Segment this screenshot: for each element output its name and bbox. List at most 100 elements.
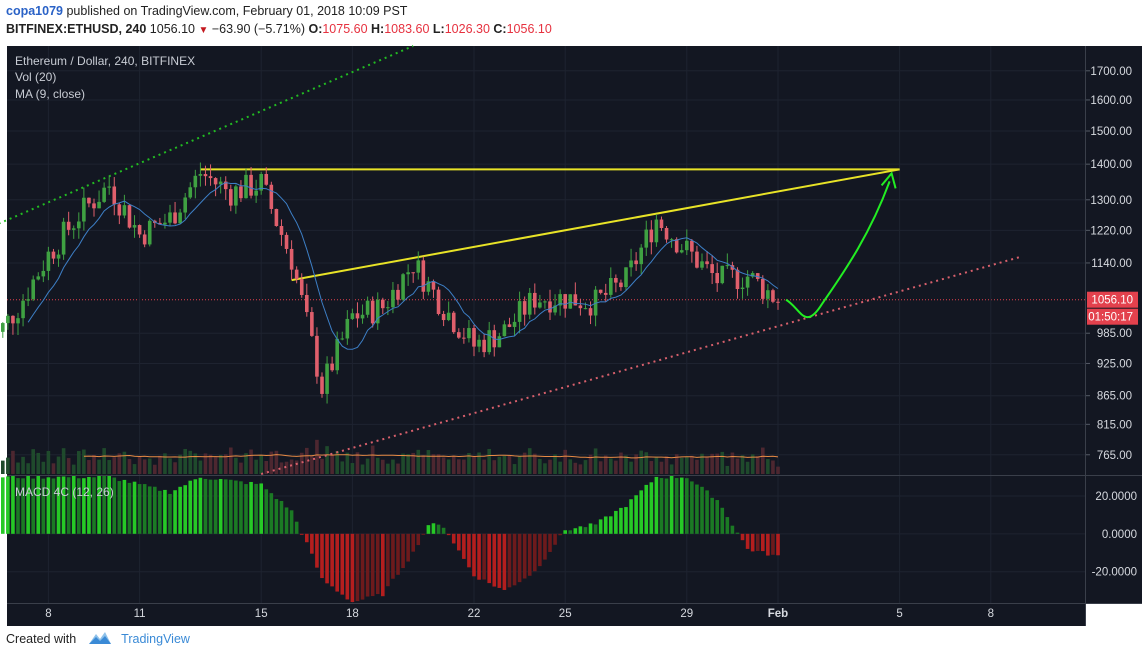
volume-bar (659, 461, 664, 474)
candle-body (451, 312, 456, 333)
volume-bar (431, 454, 436, 474)
macd-bar (679, 477, 684, 534)
volume-bar (644, 452, 649, 474)
candle-body (223, 181, 228, 190)
author-link[interactable]: copa1079 (6, 4, 63, 18)
volume-bar (153, 464, 157, 474)
ohlc-header: BITFINEX:ETHUSD, 240 1056.10 ▼ −63.90 (−… (6, 22, 552, 36)
candle-body (193, 175, 198, 188)
volume-bar (1, 460, 5, 474)
candle-body (421, 260, 426, 292)
candle-body (77, 221, 81, 229)
macd-bar (700, 486, 704, 534)
candle-body (102, 187, 106, 202)
macd-bar (370, 533, 375, 597)
macd-bar (213, 479, 218, 534)
volume-bar (502, 455, 507, 474)
volume-bar (188, 450, 193, 474)
macd-bar (740, 533, 745, 541)
time-tick-label: 11 (134, 608, 146, 620)
published-text: published on TradingView.com, February 0… (66, 4, 408, 18)
candle-body (720, 265, 725, 284)
time-tick-label: 8 (45, 608, 51, 620)
candle-body (147, 220, 152, 245)
macd-bar (487, 533, 491, 584)
price-tick-label: 985.00 (1097, 328, 1132, 340)
macd-bar (649, 482, 654, 534)
macd-bar (284, 507, 289, 534)
macd-bar (695, 484, 699, 534)
macd-bar (674, 478, 679, 534)
macd-bar (766, 533, 770, 556)
volume-bar (457, 459, 461, 474)
volume-bar (745, 461, 750, 474)
candle-body (274, 208, 279, 227)
macd-bar (543, 533, 547, 560)
macd-bar (538, 533, 542, 567)
price-tick-label: 1140.00 (1091, 258, 1132, 270)
macd-bar (436, 524, 441, 534)
macd-bar (457, 533, 461, 551)
volume-bar (61, 448, 66, 474)
created-with-text: Created with (6, 631, 77, 646)
candle-body (178, 212, 182, 224)
footer: Created with TradingView (6, 631, 190, 648)
candle-body (406, 272, 410, 275)
macd-bar (593, 524, 598, 534)
candle-body (350, 313, 355, 319)
candle-body (289, 248, 294, 270)
candle-body (279, 226, 284, 235)
candle-body (158, 222, 162, 225)
volume-bar (603, 455, 608, 474)
volume-bars (1, 439, 780, 474)
volume-bar (11, 450, 15, 474)
volume-bar (583, 460, 588, 474)
volume-bar (6, 457, 10, 474)
volume-bar (426, 450, 431, 474)
candle-body (6, 315, 10, 324)
price-tick-label: 1600.00 (1090, 95, 1132, 107)
macd-bar (472, 533, 476, 577)
volume-bar (112, 457, 117, 474)
macd-bar (208, 479, 213, 534)
volume-bar (766, 459, 770, 474)
time-tick-label: 22 (468, 608, 481, 620)
candle-body (502, 324, 507, 337)
macd-bar (755, 533, 760, 551)
macd-bar (730, 525, 735, 534)
volume-bar (609, 458, 613, 474)
tradingview-link[interactable]: TradingView (121, 631, 190, 646)
candle-body (659, 219, 664, 229)
volume-bar (543, 463, 547, 474)
price-tick-label: 815.00 (1097, 419, 1132, 431)
candle-body (1, 323, 5, 332)
macd-bar (426, 525, 431, 534)
candle-body (457, 332, 461, 338)
macd-bar (360, 533, 365, 600)
macd-bar (482, 533, 486, 580)
candle-body (517, 301, 522, 322)
macd-bar (325, 533, 329, 584)
volume-bar (462, 459, 466, 474)
candle-body (21, 300, 25, 319)
macd-bar (56, 476, 61, 534)
trendlines (0, 45, 1022, 475)
macd-bar (168, 493, 172, 534)
volume-bar (685, 456, 689, 474)
volume-bar (183, 448, 187, 474)
candle-body (168, 212, 172, 223)
symbol-label: BITFINEX:ETHUSD, 240 (6, 22, 147, 36)
macd-bar (147, 486, 152, 534)
candle-body (310, 312, 314, 336)
volume-bar (700, 453, 704, 474)
candle-body (669, 239, 674, 241)
candle-body (320, 376, 324, 394)
price-tick-label: 765.00 (1097, 450, 1132, 462)
macd-bar (107, 475, 111, 534)
volume-bar (639, 450, 643, 474)
candle-body (745, 276, 750, 288)
macd-bar (761, 533, 765, 552)
volume-bar (16, 462, 20, 474)
candle-body (142, 234, 147, 245)
